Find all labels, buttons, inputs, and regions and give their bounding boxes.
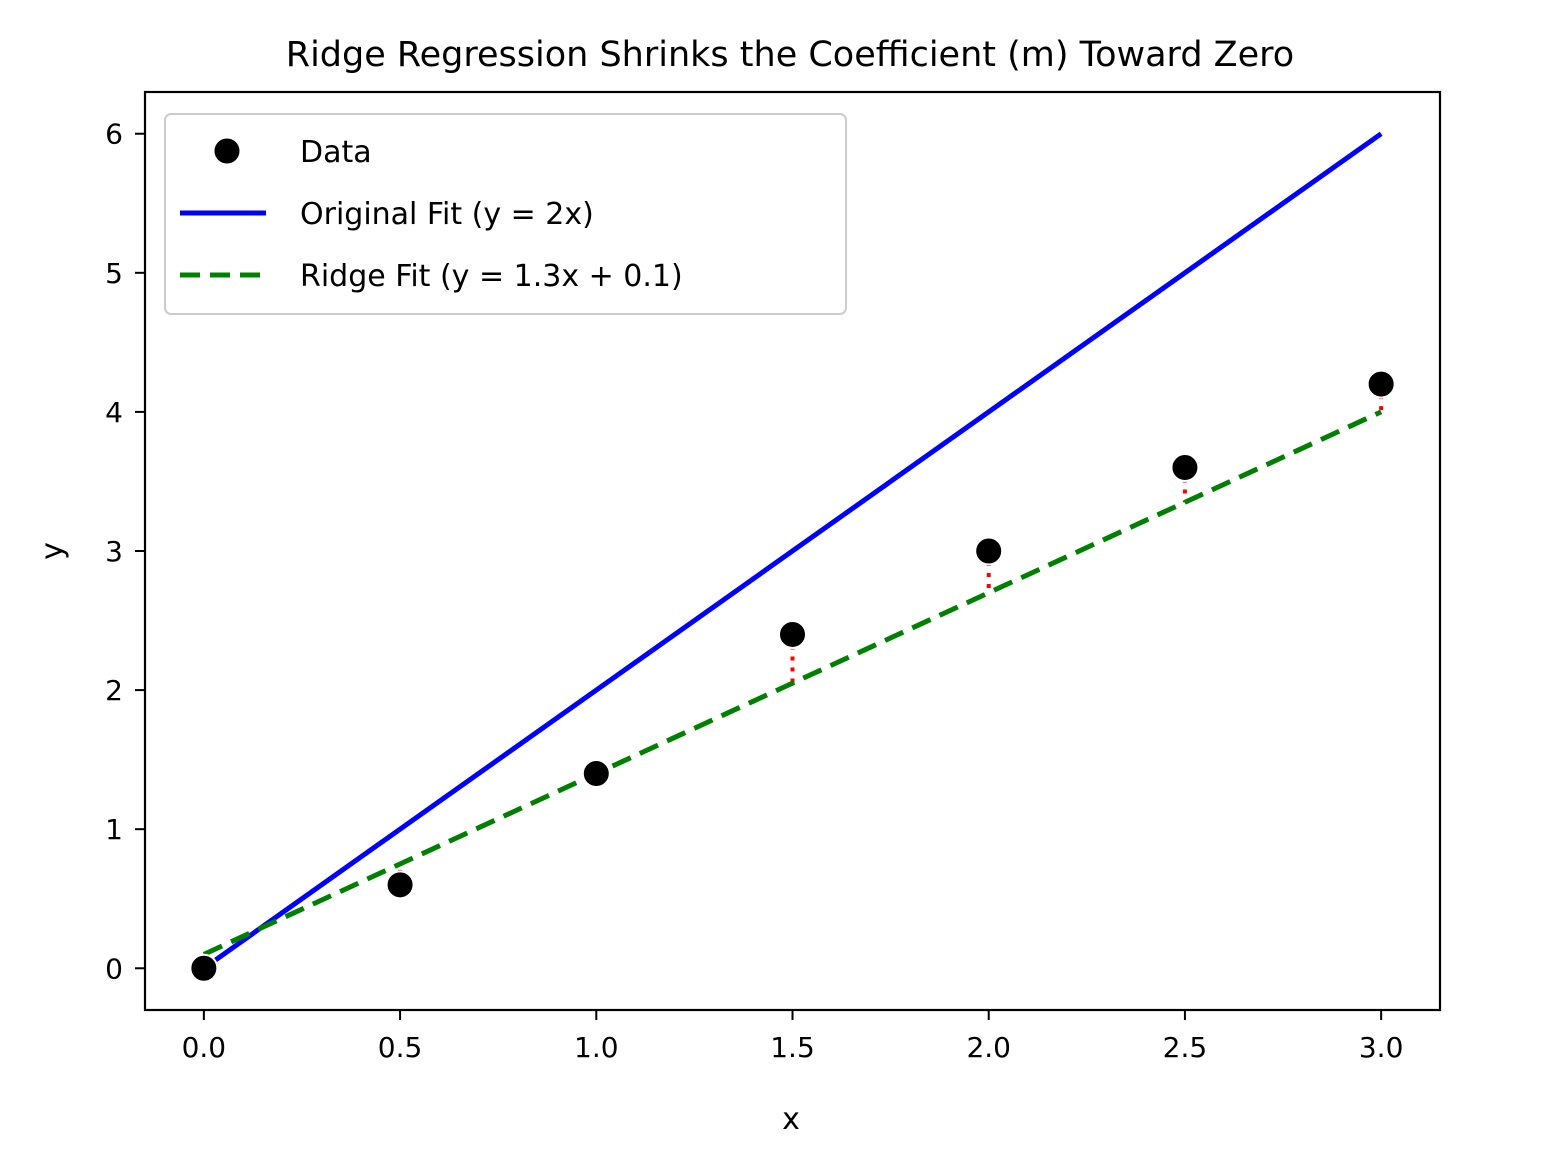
plot-area: 0.0 0.5 1.0 1.5 2.0 2.5 3.0 0 1 2 3 4 5 6 Data Original… — [105, 90, 1442, 1064]
ridge-fit-line — [202, 409, 1383, 957]
y-tick-label: 3 — [105, 535, 123, 568]
x-tick-label: 0.0 — [182, 1031, 227, 1064]
data-point — [189, 953, 219, 983]
data-point — [778, 619, 807, 649]
legend-label: Ridge Fit (y = 1.3x + 0.1) — [300, 259, 683, 294]
y-tick-label: 0 — [105, 952, 123, 985]
legend-label: Original Fit (y = 2x) — [300, 197, 594, 232]
y-tick-label: 2 — [105, 674, 123, 707]
legend-label: Data — [300, 135, 372, 170]
y-axis-label: y — [35, 542, 70, 560]
data-point — [1170, 453, 1200, 483]
residual-lines — [201, 384, 1384, 969]
data-point — [1366, 369, 1396, 399]
fit-lines — [202, 131, 1383, 971]
x-tick-label: 2.5 — [1163, 1031, 1208, 1064]
x-tick-label: 1.5 — [770, 1031, 815, 1064]
y-tick-label: 1 — [105, 813, 123, 846]
y-tick-label: 5 — [105, 257, 123, 290]
original-fit-line — [202, 131, 1383, 971]
y-tick-label: 6 — [105, 118, 123, 151]
x-axis: 0.0 0.5 1.0 1.5 2.0 2.5 3.0 — [182, 1010, 1404, 1064]
data-point — [581, 759, 611, 789]
y-axis: 0 1 2 3 4 5 6 — [105, 118, 145, 985]
legend: Data Original Fit (y = 2x) Ridge Fit (y = … — [164, 113, 847, 315]
legend-marker-data — [212, 136, 242, 166]
x-tick-label: 1.0 — [574, 1031, 619, 1064]
data-point — [385, 870, 415, 900]
y-tick-label: 4 — [105, 396, 123, 429]
x-axis-label: x — [782, 1102, 800, 1137]
chart-title: Ridge Regression Shrinks the Coefficient… — [286, 35, 1294, 75]
legend-box — [164, 113, 847, 315]
x-tick-label: 0.5 — [378, 1031, 423, 1064]
data-point — [974, 536, 1004, 566]
x-tick-label: 2.0 — [966, 1031, 1011, 1064]
data-points — [189, 369, 1396, 983]
x-tick-label: 3.0 — [1359, 1031, 1404, 1064]
